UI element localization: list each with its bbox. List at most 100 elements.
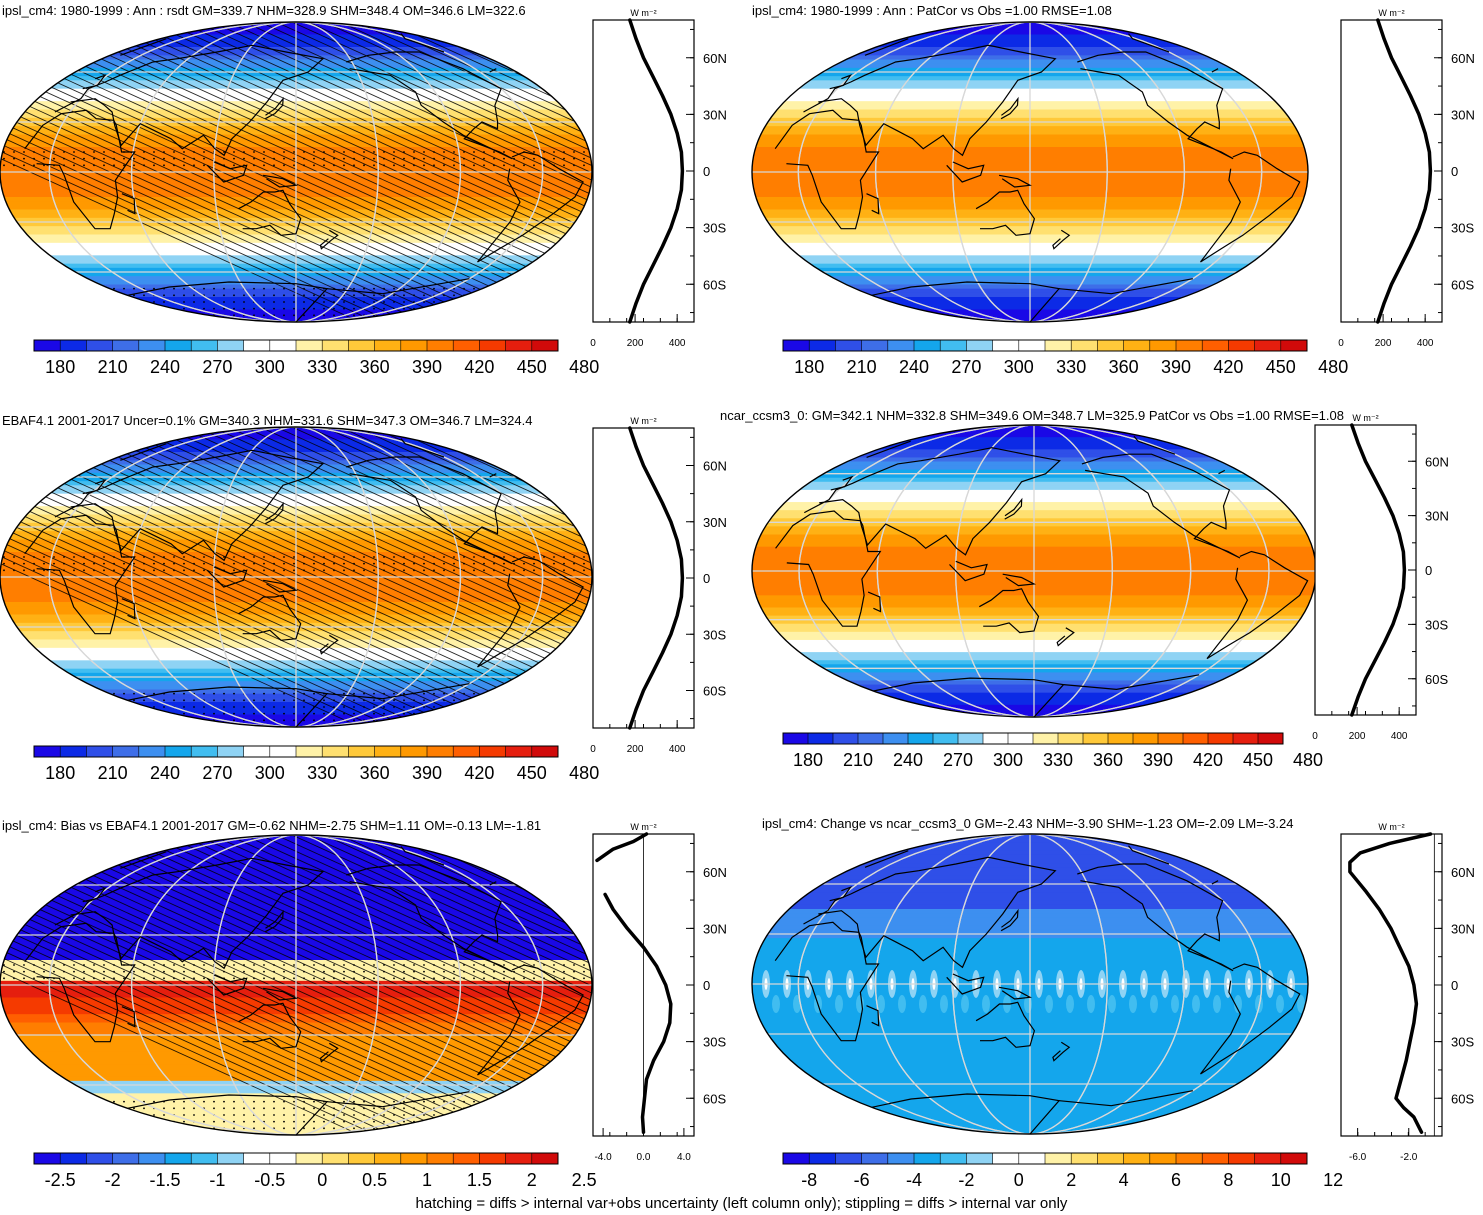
stipple-dot (483, 556, 485, 558)
stipple-dot (43, 307, 45, 310)
coastline (830, 475, 854, 491)
stipple-dot (463, 977, 465, 980)
stipple-dot (343, 964, 345, 966)
stipple-dot (583, 314, 585, 317)
colorbar-box (1202, 1153, 1229, 1164)
colorbar-box (296, 1153, 323, 1164)
stipple-dot (453, 307, 455, 310)
stipple-dot (493, 970, 495, 973)
colorbar-box (505, 746, 533, 757)
stipple-dot (3, 977, 5, 980)
stipple-dot (543, 692, 545, 695)
stipple-dot (63, 157, 65, 160)
stipple-dot (63, 164, 65, 167)
stipple-dot (573, 151, 575, 153)
stipple-dot (263, 1100, 265, 1103)
stipple-dot (533, 719, 535, 722)
stipple-dot (143, 712, 145, 715)
stipple-dot (283, 287, 285, 290)
colorbar-tick-label: 300 (993, 750, 1023, 770)
stipple-dot (113, 151, 115, 153)
stipple-dot (463, 1114, 465, 1116)
stipple-dot (283, 692, 285, 695)
stipple-dot (143, 1107, 145, 1110)
profile-unit: W m⁻² (630, 416, 656, 426)
stipple-dot (293, 307, 295, 310)
stipple-dot (363, 1114, 365, 1116)
meridian (48, 835, 544, 1135)
stipple-dot (263, 287, 265, 290)
stipple-dot (483, 712, 485, 715)
stipple-dot (143, 307, 145, 310)
coastline (1056, 627, 1075, 647)
stipple-dot (493, 964, 495, 966)
stipple-dot (43, 1120, 45, 1123)
stipple-dot (343, 712, 345, 715)
stipple-dot (383, 556, 385, 558)
stipple-dot (583, 1120, 585, 1123)
stipple-dot (303, 314, 305, 317)
stipple-dot (413, 1114, 415, 1116)
stipple-dot (503, 692, 505, 695)
stipple-dot (483, 157, 485, 160)
meridian (130, 427, 462, 727)
stipple-dot (573, 1107, 575, 1110)
stipple-dot (553, 157, 555, 160)
stipple-dot (413, 1127, 415, 1130)
stipple-dot (343, 562, 345, 565)
coastline (979, 588, 1040, 634)
profile-ytick-label: 30N (703, 515, 727, 530)
stipple-dot (313, 964, 315, 966)
coastline (265, 909, 284, 933)
stipple-dot (343, 1100, 345, 1103)
stipple-dot (263, 562, 265, 565)
stipple-dot (233, 977, 235, 980)
stipple-dot (483, 151, 485, 153)
colorbar-tick-label: -6 (854, 1170, 870, 1190)
stipple-dot (293, 706, 295, 708)
stipple-dot (273, 569, 275, 572)
profile-ytick-label: 30S (1451, 221, 1474, 236)
stipple-dot (173, 164, 175, 167)
stipple-dot (303, 556, 305, 558)
stipple-dot (233, 1127, 235, 1130)
stipple-dot (523, 1100, 525, 1103)
stipple-dot (43, 719, 45, 722)
colorbar-tick-label: 330 (1043, 750, 1073, 770)
stipple-dot (373, 562, 375, 565)
colorbar-tick-label: 12 (1323, 1170, 1343, 1190)
stipple-dot (23, 164, 25, 167)
stipple-dot (583, 1107, 585, 1110)
stipple-dot (403, 964, 405, 966)
stipple-dot (313, 569, 315, 572)
stipple-dot (573, 699, 575, 702)
stipple-dot (103, 569, 105, 572)
stipple-dot (423, 977, 425, 980)
stipple-dot (23, 699, 25, 702)
stipple-dot (313, 314, 315, 317)
stipple-dot (113, 1100, 115, 1103)
stipple-dot (533, 692, 535, 695)
colorbar-frame (782, 1152, 1308, 1165)
stipple-dot (363, 294, 365, 297)
profile-ytick-label: 0 (703, 571, 710, 586)
stipple-dot (143, 164, 145, 167)
stipple-dot (3, 699, 5, 702)
stipple-dot (423, 699, 425, 702)
colorbar-box (269, 746, 297, 757)
stipple-dot (503, 1120, 505, 1123)
stipple-dot (283, 1100, 285, 1103)
stipple-dot (353, 151, 355, 153)
stipple-dot (423, 562, 425, 565)
profile-xtick-label: 0 (1338, 338, 1344, 349)
stipple-dot (183, 977, 185, 980)
stipple-dot (453, 164, 455, 167)
stipple-dot (223, 964, 225, 966)
stipple-dot (573, 1127, 575, 1130)
stipple-dot (103, 294, 105, 297)
stipple-dot (403, 164, 405, 167)
colorbar-box (1058, 733, 1084, 744)
profile-xtick-label: 0 (1312, 731, 1318, 742)
stipple-dot (453, 977, 455, 980)
